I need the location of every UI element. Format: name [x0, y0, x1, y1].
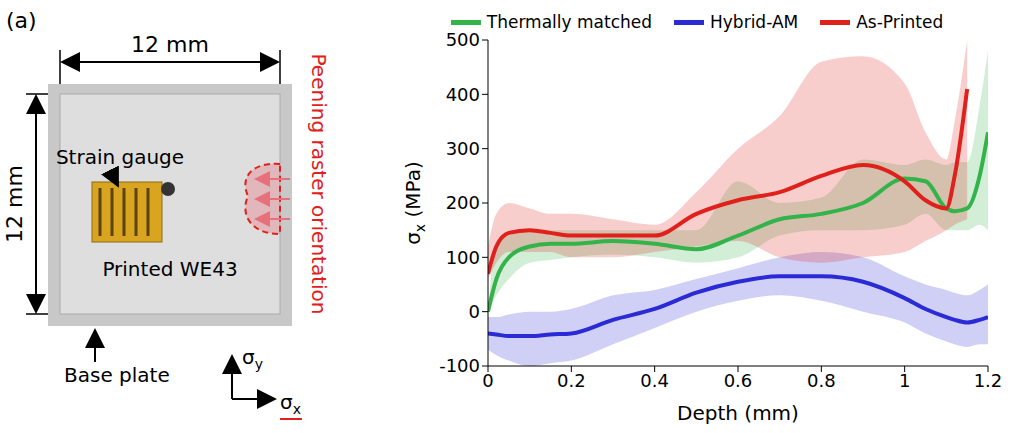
svg-text:Strain gauge: Strain gauge — [56, 145, 184, 169]
svg-text:0.2: 0.2 — [557, 370, 586, 391]
html-text:Thermally matched: Thermally matched — [486, 12, 652, 32]
html-text:As-Printed: As-Printed — [856, 12, 944, 32]
svg-text:1: 1 — [899, 370, 910, 391]
svg-text:1.2: 1.2 — [974, 370, 1003, 391]
svg-text:0.8: 0.8 — [807, 370, 836, 391]
html-text:Hybrid-AM: Hybrid-AM — [710, 12, 799, 32]
svg-text:σx: σx — [280, 390, 301, 417]
svg-text:σy: σy — [242, 345, 263, 372]
svg-text:500: 500 — [446, 29, 480, 50]
svg-text:Peening raster orientation: Peening raster orientation — [307, 54, 331, 315]
svg-text:σx (MPa): σx (MPa) — [402, 161, 428, 245]
svg-text:Base plate: Base plate — [64, 363, 170, 387]
svg-text:12 mm: 12 mm — [2, 165, 27, 243]
svg-text:Printed WE43: Printed WE43 — [102, 257, 237, 281]
svg-text:(a): (a) — [6, 8, 37, 33]
svg-text:Depth (mm): Depth (mm) — [677, 401, 799, 425]
svg-text:0: 0 — [469, 301, 480, 322]
svg-text:300: 300 — [446, 138, 480, 159]
svg-text:0: 0 — [482, 370, 493, 391]
svg-text:400: 400 — [446, 84, 480, 105]
svg-text:12 mm: 12 mm — [131, 32, 209, 57]
svg-text:100: 100 — [446, 247, 480, 268]
svg-text:200: 200 — [446, 192, 480, 213]
svg-text:0.4: 0.4 — [640, 370, 669, 391]
svg-text:-100: -100 — [439, 355, 480, 376]
svg-text:0.6: 0.6 — [724, 370, 753, 391]
